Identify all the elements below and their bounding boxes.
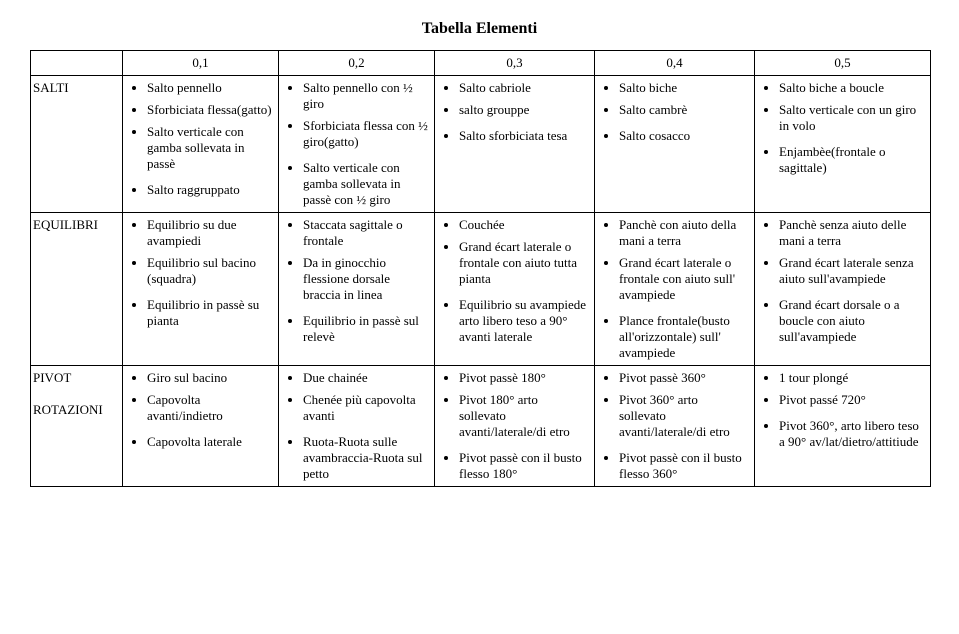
col-header: 0,2 — [279, 51, 435, 76]
table-header-row: 0,1 0,2 0,3 0,4 0,5 — [31, 51, 931, 76]
table-cell: Salto biche Salto cambrè Salto cosacco — [595, 76, 755, 213]
table-cell: Salto biche a boucle Salto verticale con … — [755, 76, 931, 213]
list-item: Staccata sagittale o frontale — [303, 217, 428, 249]
col-header: 0,1 — [123, 51, 279, 76]
cell-list: Salto cabriole salto grouppe Salto sforbic… — [441, 80, 588, 144]
list-item: Pivot passè 180° — [459, 370, 588, 386]
cell-list: Couchée Grand écart laterale o frontale c… — [441, 217, 588, 345]
list-item: Salto raggruppato — [147, 182, 272, 198]
table-cell: Due chainée Chenée più capovolta avanti Ru… — [279, 366, 435, 487]
cell-list: Equilibrio su due avampiedi Equilibrio su… — [129, 217, 272, 329]
cell-list: Pivot passè 180° Pivot 180° arto sollevat… — [441, 370, 588, 482]
list-item: Da in ginocchio flessione dorsale bracci… — [303, 255, 428, 303]
list-item: Panchè senza aiuto delle mani a terra — [779, 217, 924, 249]
table-row: EQUILIBRIEquilibrio su due avampiediEqui… — [31, 213, 931, 366]
header-blank — [31, 51, 123, 76]
cell-list: Panchè con aiuto della mani a terra Grand… — [601, 217, 748, 361]
list-item: Grand écart laterale o frontale con aiut… — [459, 239, 588, 287]
list-item: Enjambèe(frontale o sagittale) — [779, 144, 924, 176]
list-item: Grand écart laterale senza aiuto sull'av… — [779, 255, 924, 287]
list-item: Couchée — [459, 217, 588, 233]
list-item: Salto cabriole — [459, 80, 588, 96]
list-item: Equilibrio in passè sul relevè — [303, 313, 428, 345]
elements-table: 0,1 0,2 0,3 0,4 0,5 SALTISalto pennelloS… — [30, 50, 931, 487]
list-item: Salto pennello — [147, 80, 272, 96]
list-item: Salto biche a boucle — [779, 80, 924, 96]
table-cell: Staccata sagittale o frontale Da in ginoc… — [279, 213, 435, 366]
cell-list: Salto biche a boucle Salto verticale con … — [761, 80, 924, 176]
list-item: Salto verticale con un giro in volo — [779, 102, 924, 134]
list-item: Pivot passè 360° — [619, 370, 748, 386]
list-item: Equilibrio su avampiede arto libero teso… — [459, 297, 588, 345]
table-cell: Equilibrio su due avampiedi Equilibrio su… — [123, 213, 279, 366]
list-item: Salto cosacco — [619, 128, 748, 144]
list-item: Grand écart dorsale o a boucle con aiuto… — [779, 297, 924, 345]
table-cell: Salto cabriole salto grouppe Salto sforbic… — [435, 76, 595, 213]
list-item: Sforbiciata flessa con ½ giro(gatto) — [303, 118, 428, 150]
list-item: Ruota-Ruota sulle avambraccia-Ruota sul … — [303, 434, 428, 482]
list-item: Equilibrio su due avampiedi — [147, 217, 272, 249]
list-item: Equilibrio sul bacino (squadra) — [147, 255, 272, 287]
table-cell: Giro sul bacino Capovolta avanti/indietro… — [123, 366, 279, 487]
list-item: Salto verticale con gamba sollevata in p… — [303, 160, 428, 208]
cell-list: Salto pennello Sforbiciata flessa(gatto) S… — [129, 80, 272, 198]
list-item: Pivot 180° arto sollevato avanti/lateral… — [459, 392, 588, 440]
cell-list: 1 tour plongé Pivot passé 720° Pivot 360°,… — [761, 370, 924, 450]
table-cell: Salto pennello Sforbiciata flessa(gatto) S… — [123, 76, 279, 213]
list-item: Capovolta avanti/indietro — [147, 392, 272, 424]
list-item: 1 tour plongé — [779, 370, 924, 386]
cell-list: Salto pennello con ½ giro Sforbiciata fle… — [285, 80, 428, 208]
table-row: SALTI Salto pennello Sforbiciata flessa(ga… — [31, 76, 931, 213]
row-label: SALTI — [31, 76, 123, 213]
list-item: Chenée più capovolta avanti — [303, 392, 428, 424]
table-cell: Pivot passè 180° Pivot 180° arto sollevat… — [435, 366, 595, 487]
list-item: Salto cambrè — [619, 102, 748, 118]
list-item: Salto biche — [619, 80, 748, 96]
list-item: salto grouppe — [459, 102, 588, 118]
list-item: Giro sul bacino — [147, 370, 272, 386]
list-item: Salto pennello con ½ giro — [303, 80, 428, 112]
table-cell: Salto pennello con ½ giro Sforbiciata fle… — [279, 76, 435, 213]
col-header: 0,3 — [435, 51, 595, 76]
cell-list: Due chainée Chenée più capovolta avanti Ru… — [285, 370, 428, 482]
list-item: Panchè con aiuto della mani a terra — [619, 217, 748, 249]
list-item: Plance frontale(busto all'orizzontale) s… — [619, 313, 748, 361]
row-label: PIVOTROTAZIONI — [31, 366, 123, 487]
list-item: Grand écart laterale o frontale con aiut… — [619, 255, 748, 303]
cell-list: Giro sul bacino Capovolta avanti/indietro… — [129, 370, 272, 450]
list-item: Pivot passé 720° — [779, 392, 924, 408]
col-header: 0,5 — [755, 51, 931, 76]
cell-list: Panchè senza aiuto delle mani a terra Gra… — [761, 217, 924, 345]
row-label: EQUILIBRI — [31, 213, 123, 366]
list-item: Pivot passè con il busto flesso 180° — [459, 450, 588, 482]
list-item: Sforbiciata flessa(gatto) — [147, 102, 272, 118]
table-cell: Couchée Grand écart laterale o frontale c… — [435, 213, 595, 366]
list-item: Due chainée — [303, 370, 428, 386]
list-item: Equilibrio in passè su pianta — [147, 297, 272, 329]
table-cell: Panchè con aiuto della mani a terra Grand… — [595, 213, 755, 366]
list-item: Salto verticale con gamba sollevata in p… — [147, 124, 272, 172]
table-cell: Panchè senza aiuto delle mani a terra Gra… — [755, 213, 931, 366]
list-item: Pivot passè con il busto flesso 360° — [619, 450, 748, 482]
list-item: Pivot 360°, arto libero teso a 90° av/la… — [779, 418, 924, 450]
cell-list: Salto biche Salto cambrè Salto cosacco — [601, 80, 748, 144]
page-title: Tabella Elementi — [30, 20, 929, 38]
list-item: Capovolta laterale — [147, 434, 272, 450]
table-cell: Pivot passè 360° Pivot 360° arto sollevat… — [595, 366, 755, 487]
table-cell: 1 tour plongé Pivot passé 720° Pivot 360°,… — [755, 366, 931, 487]
list-item: Salto sforbiciata tesa — [459, 128, 588, 144]
list-item: Pivot 360° arto sollevato avanti/lateral… — [619, 392, 748, 440]
cell-list: Pivot passè 360° Pivot 360° arto sollevat… — [601, 370, 748, 482]
cell-list: Staccata sagittale o frontale Da in ginoc… — [285, 217, 428, 345]
col-header: 0,4 — [595, 51, 755, 76]
table-row: PIVOTROTAZIONI Giro sul bacino Capovolta a… — [31, 366, 931, 487]
